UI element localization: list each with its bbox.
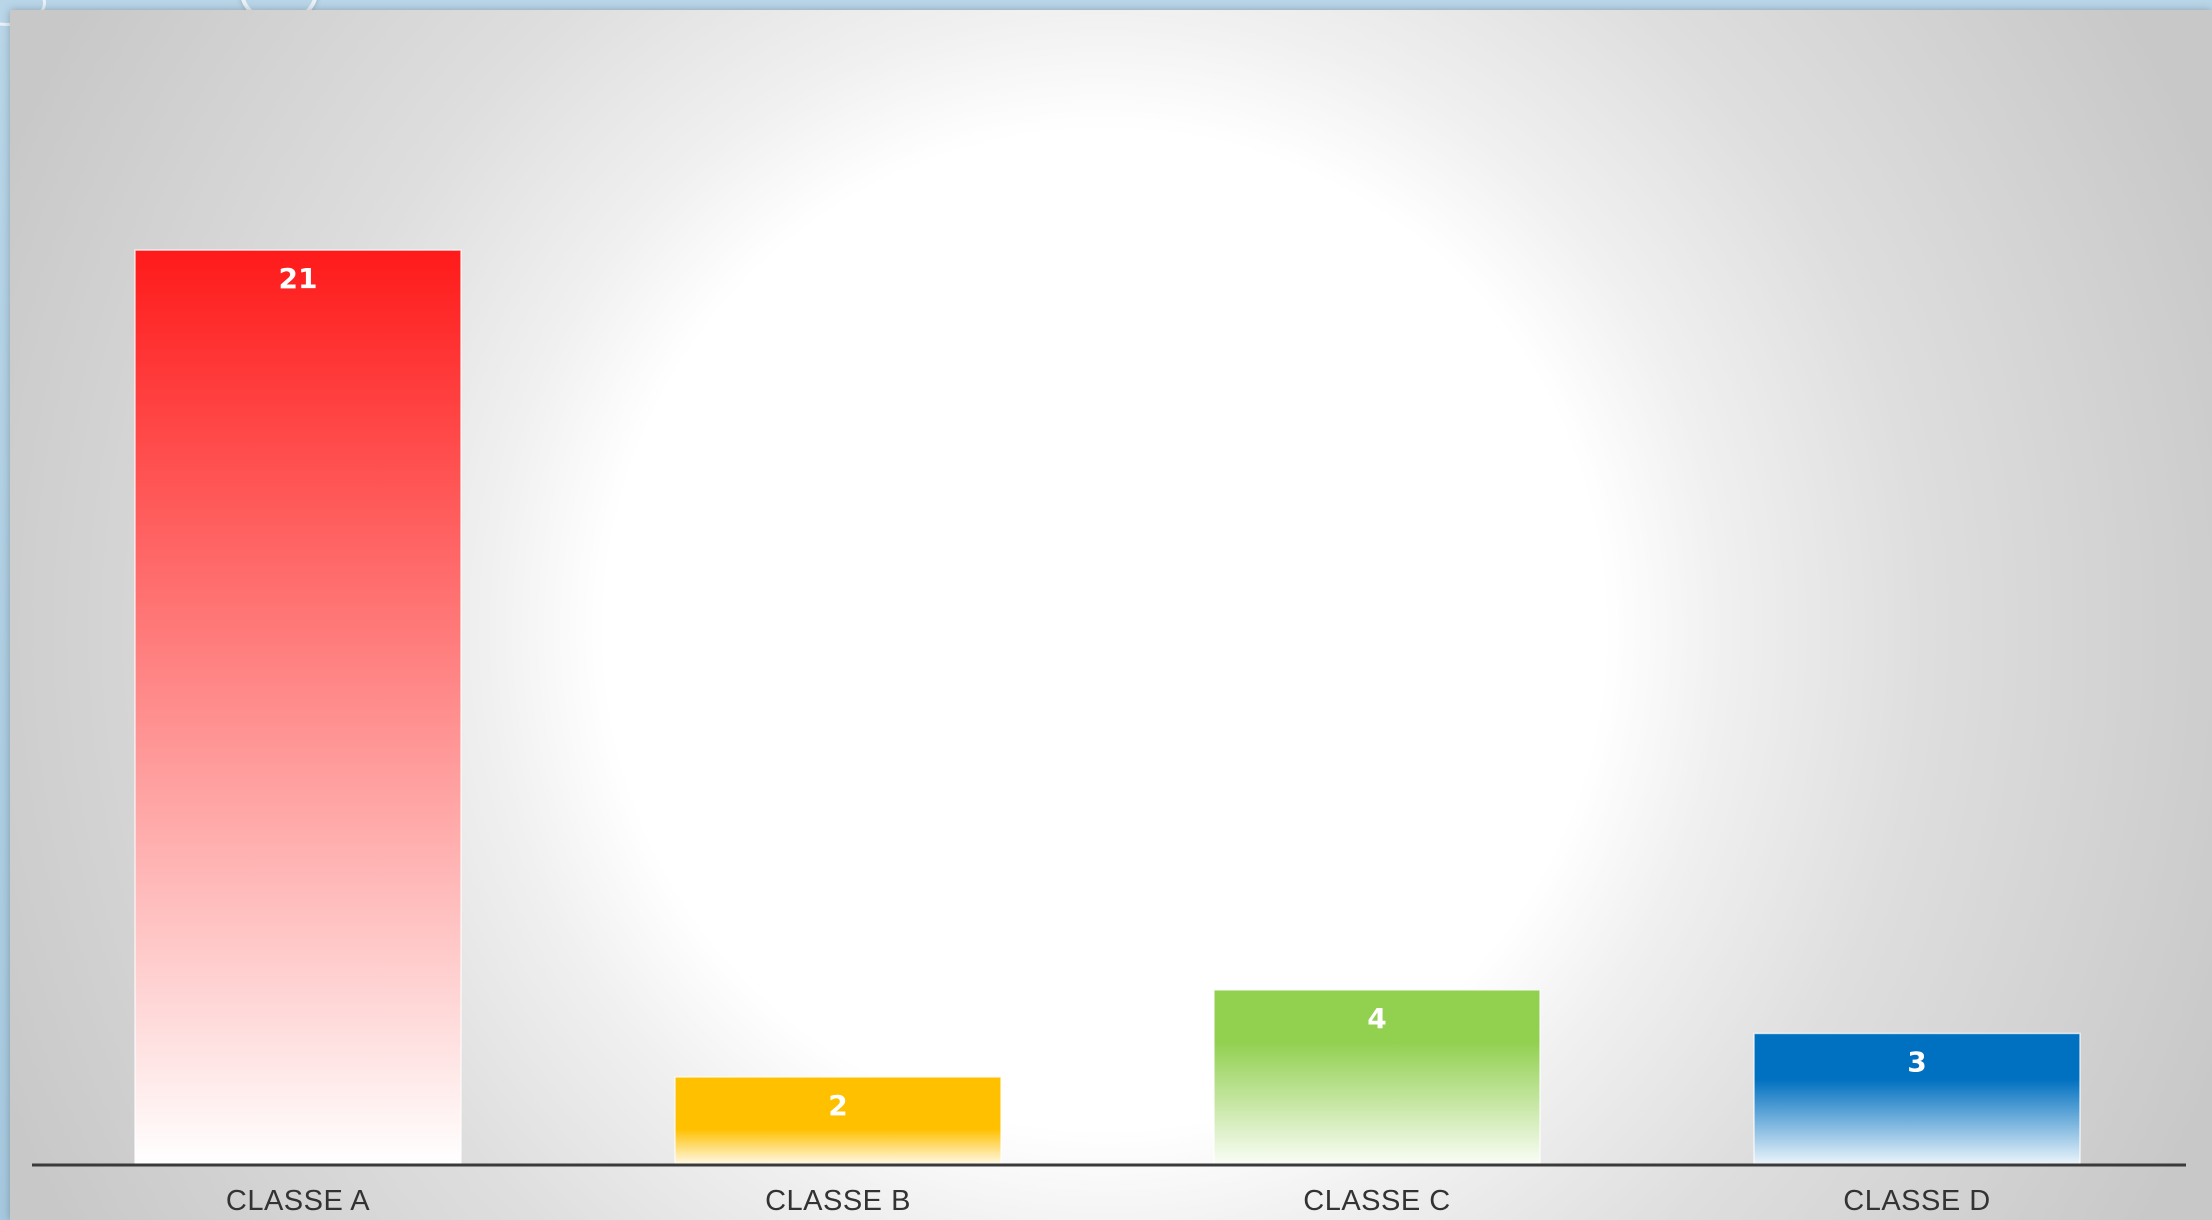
- category-label: CLASSE D: [1843, 1185, 1990, 1217]
- category-labels-group: CLASSE A CLASSE B CLASSE C CLASSE D: [226, 1185, 1990, 1217]
- bars-group: 21 2 4 3: [134, 249, 2081, 1165]
- data-label: 3: [1907, 1045, 1926, 1078]
- category-label: CLASSE B: [765, 1185, 911, 1217]
- bar-classe-b[interactable]: [674, 1076, 1002, 1165]
- category-label: CLASSE A: [226, 1185, 370, 1217]
- chart-area: 21 2 4 3 CLASSE A CLASSE B CLASSE C CLASSE D: [10, 10, 2212, 1220]
- bar-chart: 21 2 4 3 CLASSE A CLASSE B CLASSE C CLASSE D: [32, 249, 2186, 1217]
- data-label: 21: [279, 262, 318, 295]
- bar-classe-d[interactable]: [1753, 1032, 2081, 1165]
- bar-classe-a[interactable]: [134, 249, 462, 1165]
- category-label: CLASSE C: [1303, 1185, 1450, 1217]
- data-label: 4: [1367, 1002, 1386, 1035]
- bar-classe-c[interactable]: [1213, 989, 1541, 1165]
- data-label: 2: [828, 1089, 847, 1122]
